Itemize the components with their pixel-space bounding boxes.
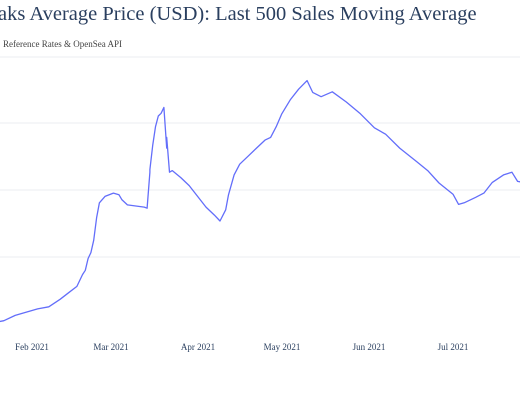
x-tick-label: Jun 2021 [353, 342, 386, 352]
x-tick-label: Feb 2021 [15, 342, 49, 352]
x-tick-label: May 2021 [264, 342, 301, 352]
x-tick-label: Jul 2021 [438, 342, 469, 352]
chart-title: aks Average Price (USD): Last 500 Sales … [0, 3, 477, 25]
grid-lines [0, 56, 520, 258]
chart-subtitle: Reference Rates & OpenSea API [3, 39, 122, 49]
x-tick-label: Mar 2021 [93, 342, 128, 352]
series-line-1 [0, 79, 520, 323]
series-layer [0, 79, 520, 323]
x-tick-label: Apr 2021 [181, 342, 215, 352]
x-axis-ticks: Feb 2021 Mar 2021 Apr 2021 May 2021 Jun 2021… [15, 342, 468, 352]
